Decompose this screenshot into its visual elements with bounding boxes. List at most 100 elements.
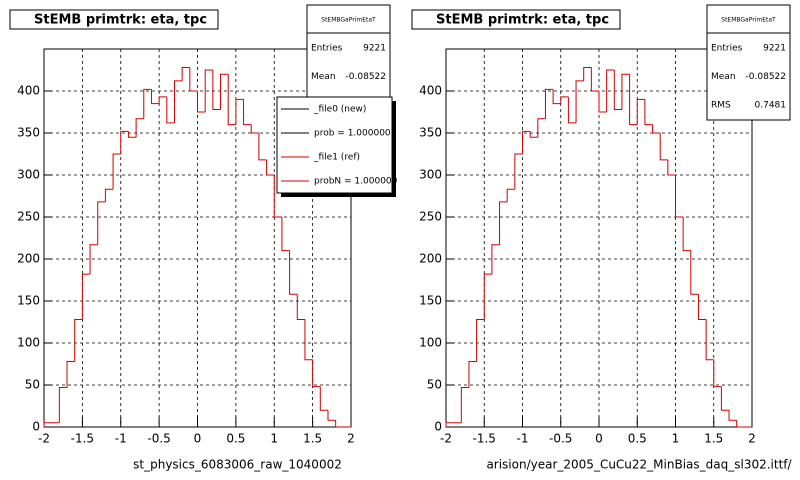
legend-label: probN = 1.000000	[314, 177, 398, 187]
y-tick-label: 200	[17, 252, 40, 266]
x-tick-label: 2	[748, 432, 756, 446]
chart-title: StEMB primtrk: eta, tpc	[436, 13, 609, 28]
histogram-bin	[143, 88, 152, 119]
histogram-bin	[476, 318, 485, 362]
y-tick-label: 50	[427, 378, 442, 392]
x-tick-label: 0.5	[226, 432, 245, 446]
y-tick-label: 100	[419, 336, 442, 350]
histogram-bin	[197, 91, 206, 113]
histogram-bin	[697, 294, 707, 320]
y-tick-label: 150	[419, 294, 442, 308]
x-tick-label: 1.5	[704, 432, 723, 446]
histogram-bin	[212, 70, 221, 110]
y-tick-label: 400	[17, 84, 40, 98]
x-tick-label: 1	[270, 432, 278, 446]
histogram-bin	[590, 67, 599, 92]
x-tick-label: 0.5	[628, 432, 647, 446]
y-tick-label: 250	[419, 210, 442, 224]
y-tick-label: 350	[419, 126, 442, 140]
histogram-bin	[606, 69, 615, 112]
histogram-bin	[682, 217, 691, 252]
histogram-bin	[227, 74, 236, 126]
histogram-bin	[460, 387, 469, 423]
histogram-bin	[220, 73, 229, 110]
histogram-bin	[636, 98, 645, 125]
histogram-bin	[81, 273, 91, 320]
x-tick-label: -1	[517, 432, 529, 446]
x-tick-label: 2	[347, 432, 355, 446]
histogram-bin	[281, 217, 290, 252]
histogram-bin	[204, 69, 213, 112]
histogram-bin	[243, 99, 252, 126]
x-axis-label: arision/year_2005_CuCu22_MinBias_daq_sl3…	[486, 458, 792, 472]
x-axis-label: st_physics_6083006_raw_1040002	[133, 458, 342, 472]
histogram-bin	[713, 359, 722, 388]
histogram-bin	[705, 319, 714, 361]
histogram-bin	[560, 96, 569, 104]
histogram-bin	[181, 66, 190, 81]
title-box	[9, 9, 219, 30]
x-tick-label: 1.5	[303, 432, 322, 446]
histogram-bin	[289, 250, 298, 295]
histogram-bin	[675, 175, 684, 218]
histogram-bin	[135, 118, 144, 138]
stats-value: -0.08522	[746, 72, 786, 82]
histogram-bin	[319, 386, 328, 411]
histogram-bin	[598, 91, 607, 113]
histogram-bin	[537, 118, 546, 138]
stats-name: StEMBGaPrimEtaT	[321, 17, 376, 24]
histogram-bin	[58, 387, 68, 423]
stats-label: Mean	[711, 72, 736, 82]
histogram-bin	[499, 201, 508, 245]
histogram-bin	[575, 80, 584, 123]
y-tick-label: 50	[25, 378, 40, 392]
histogram-bin	[659, 133, 668, 161]
stats-value: 9221	[363, 44, 386, 54]
histogram-bin	[567, 96, 577, 124]
x-tick-label: -1	[115, 432, 127, 446]
histogram-bin	[491, 244, 500, 275]
histogram-bin	[720, 386, 730, 411]
y-tick-label: 250	[17, 210, 40, 224]
chart-title: StEMB primtrk: eta, tpc	[34, 13, 207, 28]
histogram-bin	[250, 124, 259, 134]
histogram-bin	[127, 131, 137, 138]
histogram-bin	[736, 420, 745, 428]
y-tick-label: 300	[17, 168, 40, 182]
histogram-bin	[296, 294, 305, 320]
title-box	[411, 9, 621, 30]
stats-value: -0.08522	[346, 72, 386, 82]
histogram-bin	[74, 318, 83, 362]
histogram-bin	[104, 188, 114, 202]
histogram-bin	[667, 159, 676, 176]
histogram-bin	[644, 99, 653, 126]
stats-label: Mean	[311, 72, 336, 82]
histogram-bin	[629, 74, 638, 126]
x-tick-label: 1	[672, 432, 680, 446]
x-tick-label: -1.5	[473, 432, 496, 446]
histogram-bin	[552, 89, 561, 105]
histogram-bin	[89, 244, 98, 275]
x-tick-label: -0.5	[549, 432, 572, 446]
histogram-bin	[468, 360, 477, 388]
histogram-bin	[166, 96, 175, 124]
x-tick-label: 0	[194, 432, 202, 446]
y-tick-label: 100	[17, 336, 40, 350]
x-tick-label: -2	[38, 432, 50, 446]
histogram-bin	[652, 124, 661, 134]
y-tick-label: 400	[419, 84, 442, 98]
y-tick-label: 150	[17, 294, 40, 308]
y-tick-label: 300	[419, 168, 442, 182]
histogram-bin	[335, 420, 344, 428]
x-tick-label: -0.5	[147, 432, 170, 446]
x-tick-label: -1.5	[71, 432, 94, 446]
histogram-bin	[445, 422, 454, 427]
histogram-bin	[66, 360, 75, 388]
legend-box	[276, 96, 393, 194]
histogram-bin	[544, 88, 554, 119]
y-tick-label: 0	[32, 420, 40, 434]
histogram-bin	[120, 130, 129, 154]
histogram-bin	[273, 175, 282, 218]
histogram-bin	[258, 133, 267, 161]
